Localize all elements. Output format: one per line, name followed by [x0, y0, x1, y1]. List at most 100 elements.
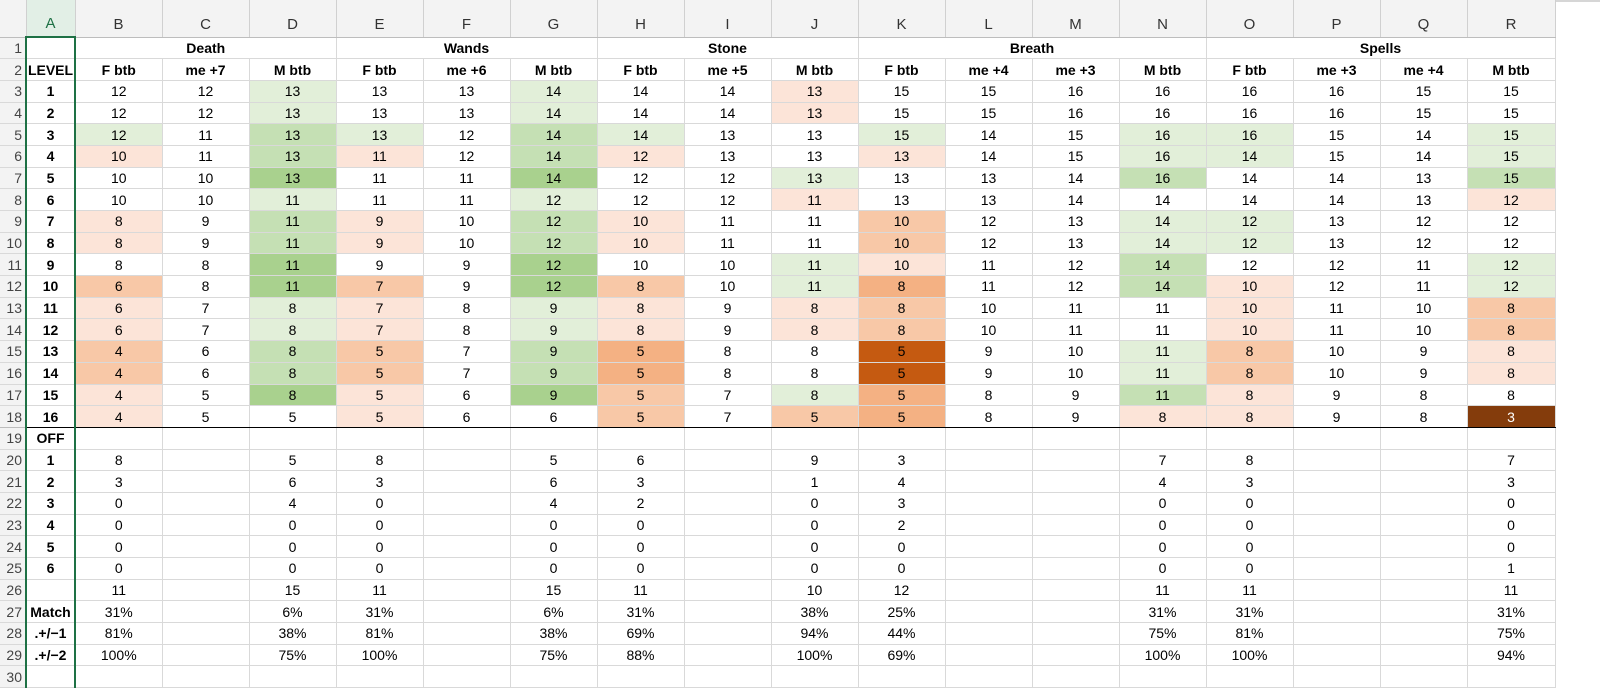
cell[interactable]: 10: [1380, 318, 1468, 342]
cell[interactable]: 15: [945, 80, 1033, 103]
cell[interactable]: 8: [771, 318, 859, 342]
cell[interactable]: 8: [1205, 449, 1294, 472]
row-label-cell[interactable]: 5: [25, 167, 76, 190]
cell[interactable]: [1380, 622, 1468, 645]
cell[interactable]: 9: [1293, 384, 1381, 407]
row-label-cell[interactable]: 1: [25, 449, 76, 472]
cell[interactable]: 13: [335, 102, 424, 125]
cell[interactable]: 3: [1205, 470, 1294, 493]
cell[interactable]: 10: [596, 232, 685, 255]
cell[interactable]: [1380, 644, 1468, 667]
cell[interactable]: 15: [1467, 102, 1556, 125]
cell[interactable]: [1467, 665, 1556, 688]
cell[interactable]: [684, 470, 772, 493]
cell[interactable]: 8: [335, 449, 424, 472]
cell[interactable]: 10: [1205, 275, 1294, 298]
cell[interactable]: 8: [1467, 384, 1556, 407]
cell[interactable]: 11: [249, 210, 337, 233]
row-header[interactable]: 18: [0, 405, 27, 428]
cell[interactable]: [945, 449, 1033, 472]
cell[interactable]: 3: [1467, 470, 1556, 493]
column-header-j[interactable]: J: [771, 0, 859, 38]
cell[interactable]: 9: [510, 362, 598, 385]
cell[interactable]: 13: [857, 167, 946, 190]
cell[interactable]: 0: [510, 557, 598, 580]
cell[interactable]: [423, 600, 511, 624]
cell[interactable]: [945, 470, 1033, 493]
cell[interactable]: 15: [857, 80, 946, 103]
row-label-cell[interactable]: 10: [25, 275, 76, 298]
cell[interactable]: 0: [857, 557, 946, 580]
row-label-cell[interactable]: 3: [25, 492, 76, 515]
cell[interactable]: 12: [510, 188, 598, 211]
cell[interactable]: 15: [510, 579, 598, 602]
cell[interactable]: 12: [423, 145, 511, 168]
cell[interactable]: 0: [335, 492, 424, 515]
cell[interactable]: 9: [510, 297, 598, 320]
cell[interactable]: F btb: [1205, 58, 1294, 81]
cell[interactable]: [1380, 600, 1468, 624]
cell[interactable]: 0: [1205, 514, 1294, 537]
cell[interactable]: 3: [596, 470, 685, 493]
cell[interactable]: 10: [857, 253, 946, 277]
cell[interactable]: 5: [857, 340, 946, 363]
cell[interactable]: 7: [423, 362, 511, 385]
cell[interactable]: 9: [510, 340, 598, 363]
cell[interactable]: 12: [684, 188, 772, 211]
cell[interactable]: 10: [423, 210, 511, 233]
cell[interactable]: 14: [596, 80, 685, 103]
cell[interactable]: 12: [596, 188, 685, 211]
cell[interactable]: 12: [74, 80, 163, 103]
cell[interactable]: 11: [771, 275, 859, 298]
cell[interactable]: [945, 579, 1033, 602]
cell[interactable]: 14: [945, 123, 1033, 146]
cell[interactable]: 14: [510, 145, 598, 168]
cell[interactable]: 16: [1032, 80, 1120, 103]
cell[interactable]: [684, 557, 772, 580]
cell[interactable]: 11: [1467, 579, 1556, 602]
cell[interactable]: 12: [1032, 253, 1120, 277]
cell[interactable]: 0: [335, 535, 424, 558]
cell[interactable]: 13: [857, 145, 946, 168]
column-header-f[interactable]: F: [423, 0, 511, 38]
row-label-cell[interactable]: [25, 665, 76, 688]
row-label-cell[interactable]: 2: [25, 470, 76, 493]
cell[interactable]: [1293, 622, 1381, 645]
row-label-cell[interactable]: .+/−2: [25, 644, 76, 667]
cell[interactable]: 12: [1380, 232, 1468, 255]
cell[interactable]: 0: [1467, 514, 1556, 537]
row-label-cell[interactable]: 4: [25, 514, 76, 537]
cell[interactable]: 12: [1380, 210, 1468, 233]
row-header[interactable]: 14: [0, 318, 27, 342]
cell[interactable]: 4: [74, 340, 163, 363]
cell[interactable]: [1293, 557, 1381, 580]
cell[interactable]: 8: [1205, 340, 1294, 363]
cell[interactable]: 13: [249, 102, 337, 125]
cell[interactable]: [1293, 514, 1381, 537]
cell[interactable]: 0: [1119, 557, 1207, 580]
cell[interactable]: 11: [162, 145, 250, 168]
cell[interactable]: [945, 535, 1033, 558]
row-header[interactable]: 29: [0, 644, 27, 667]
cell[interactable]: 69%: [857, 644, 946, 667]
cell[interactable]: 8: [684, 362, 772, 385]
cell[interactable]: 9: [945, 340, 1033, 363]
cell[interactable]: 75%: [1467, 622, 1556, 645]
cell[interactable]: 6: [74, 318, 163, 342]
cell[interactable]: 0: [510, 514, 598, 537]
cell[interactable]: [423, 514, 511, 537]
row-label-cell[interactable]: 9: [25, 253, 76, 277]
cell[interactable]: 13: [684, 123, 772, 146]
cell[interactable]: 15: [1032, 145, 1120, 168]
row-header[interactable]: 24: [0, 535, 27, 558]
cell[interactable]: [423, 470, 511, 493]
cell[interactable]: 16: [1119, 167, 1207, 190]
cell[interactable]: [1380, 427, 1468, 450]
cell[interactable]: 9: [335, 253, 424, 277]
cell[interactable]: 8: [74, 253, 163, 277]
cell[interactable]: [162, 427, 250, 450]
row-header[interactable]: 13: [0, 297, 27, 320]
cell[interactable]: 7: [684, 384, 772, 407]
cell[interactable]: 88%: [596, 644, 685, 667]
